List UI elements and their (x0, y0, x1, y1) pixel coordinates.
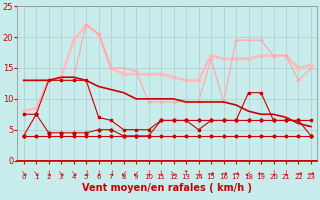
Text: →: → (308, 169, 314, 178)
Text: ↓: ↓ (158, 169, 164, 178)
Text: ↓: ↓ (283, 169, 289, 178)
Text: ↓: ↓ (95, 169, 102, 178)
Text: ↓: ↓ (45, 169, 52, 178)
Text: ↓: ↓ (270, 169, 277, 178)
Text: ↙: ↙ (120, 169, 127, 178)
Text: ↑: ↑ (183, 169, 189, 178)
Text: →: → (220, 169, 227, 178)
Text: ↘: ↘ (58, 169, 64, 178)
Text: ↓: ↓ (83, 169, 89, 178)
Text: ↓: ↓ (108, 169, 114, 178)
Text: →: → (208, 169, 214, 178)
Text: ↓: ↓ (196, 169, 202, 178)
Text: ↓: ↓ (145, 169, 152, 178)
Text: ↘: ↘ (170, 169, 177, 178)
Text: ↘: ↘ (70, 169, 77, 178)
Text: ↘: ↘ (20, 169, 27, 178)
Text: ↘: ↘ (33, 169, 39, 178)
Text: ↙: ↙ (133, 169, 139, 178)
Text: ←: ← (258, 169, 264, 178)
Text: →: → (295, 169, 302, 178)
Text: ↙: ↙ (245, 169, 252, 178)
X-axis label: Vent moyen/en rafales ( km/h ): Vent moyen/en rafales ( km/h ) (82, 183, 252, 193)
Text: →: → (233, 169, 239, 178)
